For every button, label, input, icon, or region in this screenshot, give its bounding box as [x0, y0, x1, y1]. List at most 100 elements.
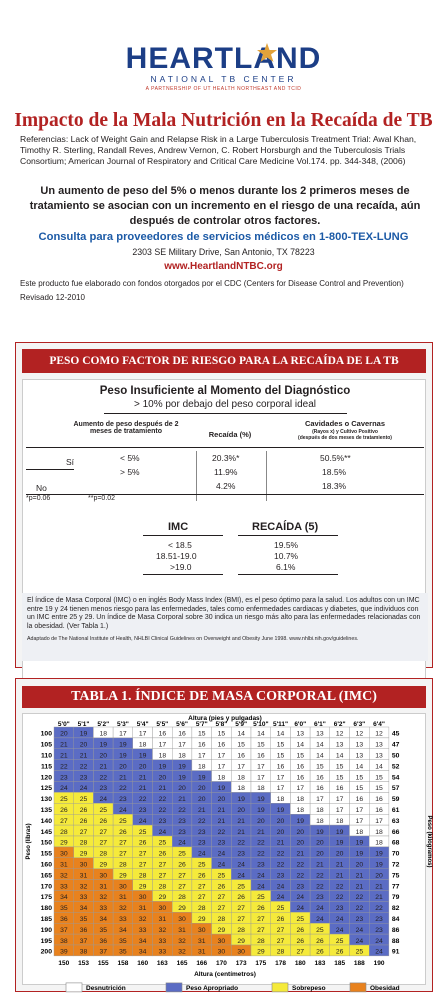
bmi-value: 14 [356, 763, 364, 770]
bmi-value: 18 [375, 829, 383, 836]
bmi-value: 26 [296, 927, 304, 934]
bmi-value: 21 [257, 829, 265, 836]
bmi-value: 26 [316, 949, 324, 956]
bmi-value: 22 [198, 818, 206, 825]
bmi-value: 27 [99, 829, 107, 836]
bmi-value: 19 [375, 862, 383, 869]
bmi-value: 27 [139, 862, 147, 869]
bmi-value: 19 [257, 807, 265, 814]
bmi-value: 16 [316, 774, 324, 781]
bmi-value: 28 [159, 883, 167, 890]
col-relapse-header: Recaída (%) [208, 430, 252, 439]
bmi-value: 30 [178, 916, 186, 923]
bmi-value: 21 [296, 851, 304, 858]
bmi-value: 34 [119, 927, 127, 934]
bmi-value: 15 [277, 753, 285, 760]
bmi-value: 19 [198, 774, 206, 781]
bmi-value: 25 [119, 818, 127, 825]
relapse-1: 20.3%* [212, 453, 240, 463]
bmi-value: 22 [316, 883, 324, 890]
bmi-value: 15 [218, 731, 226, 738]
bmi-value: 17 [296, 785, 304, 792]
bmi-value: 22 [80, 763, 88, 770]
height-ft-label: 5'3" [117, 721, 129, 728]
bmi-value: 20 [139, 763, 147, 770]
height-ft-label: 5'8" [216, 721, 228, 728]
bmi-value: 14 [336, 753, 344, 760]
col-divider-1 [196, 451, 197, 501]
bmi-value: 25 [139, 829, 147, 836]
weight-lb-label: 190 [41, 927, 53, 934]
bmi-value: 31 [198, 949, 206, 956]
weight-kg-label: 82 [392, 905, 400, 912]
bmi-value: 16 [375, 796, 383, 803]
weight-lb-label: 115 [41, 763, 52, 770]
top-axis-label: Altura (pies y pulgadas) [188, 715, 262, 722]
bmi-value: 19 [336, 829, 344, 836]
cavity-1: 50.5%** [320, 453, 351, 463]
funding-note: Este producto fue elaborado con fondos o… [20, 279, 404, 288]
table-bottom-rule [26, 494, 424, 495]
legend-label: Peso Apropriado [186, 985, 238, 992]
bmi-value: 30 [139, 894, 147, 901]
weight-kg-label: 86 [392, 927, 400, 934]
bmi-value: 24 [336, 916, 344, 923]
bmi-value: 29 [80, 851, 88, 858]
bmi-value: 35 [99, 927, 107, 934]
bmi-value: 18 [356, 829, 364, 836]
height-ft-label: 5'7" [196, 721, 208, 728]
bmi-value: 33 [159, 938, 167, 945]
bmi-value: 21 [336, 872, 344, 879]
bmi-value: 20 [277, 818, 285, 825]
height-cm-label: 163 [157, 960, 168, 967]
bmi-value: 23 [356, 916, 364, 923]
website-link[interactable]: www.HeartlandNTBC.org [164, 261, 283, 272]
bmi-value: 19 [336, 840, 344, 847]
bmi-value: 17 [277, 785, 285, 792]
weight-lb-label: 100 [41, 731, 53, 738]
bmi-value: 25 [257, 894, 265, 901]
bmi-value: 25 [60, 796, 68, 803]
consult-line: Consulta para proveedores de servicios m… [38, 231, 409, 243]
bmi-value: 28 [139, 872, 147, 879]
bmi-value: 26 [119, 829, 127, 836]
bmi-value: 24 [336, 927, 344, 934]
revised-date: Revisado 12-2010 [20, 293, 85, 302]
star-icon [257, 43, 277, 62]
weight-kg-label: 47 [392, 742, 400, 749]
si-rule [26, 469, 74, 470]
bmi-value: 13 [356, 753, 364, 760]
bmi-value: 20 [316, 840, 324, 847]
bmi-value: 23 [80, 774, 88, 781]
bmi-value: 22 [277, 851, 285, 858]
bmi-value: 29 [99, 862, 107, 869]
bmi-value: 24 [277, 883, 285, 890]
height-cm-label: 183 [315, 960, 326, 967]
bmi-value: 26 [336, 949, 344, 956]
bmi-value: 30 [119, 883, 127, 890]
bmi-value: 14 [375, 763, 383, 770]
bmi-value: 17 [218, 763, 226, 770]
bmi-value: 22 [139, 796, 147, 803]
bmi-value: 14 [237, 731, 245, 738]
height-cm-label: 155 [98, 960, 109, 967]
bmi-value: 16 [178, 731, 186, 738]
bmi-value: 25 [356, 949, 364, 956]
bmi-value: 22 [257, 851, 265, 858]
bmi-value: 28 [178, 894, 186, 901]
bmi-value: 18 [257, 785, 265, 792]
section1-banner: PESO COMO FACTOR DE RIESGO PARA LA RECAÍ… [22, 349, 426, 373]
weight-lb-label: 175 [41, 894, 53, 901]
bmi-value: 16 [237, 753, 245, 760]
bmi-rule [143, 535, 223, 536]
height-cm-label: 170 [216, 960, 227, 967]
bmi-value: 25 [277, 905, 285, 912]
bmi-value: 27 [257, 927, 265, 934]
bmi-value: 24 [218, 862, 226, 869]
bmi-value: 33 [99, 905, 107, 912]
bmi-value: 16 [356, 796, 364, 803]
bmi-value: 33 [60, 883, 68, 890]
height-ft-label: 5'4" [137, 721, 149, 728]
logo: HEARTLAND NATIONAL TB CENTER A PARTNERSH… [0, 42, 447, 92]
bmi-value: 32 [80, 883, 88, 890]
